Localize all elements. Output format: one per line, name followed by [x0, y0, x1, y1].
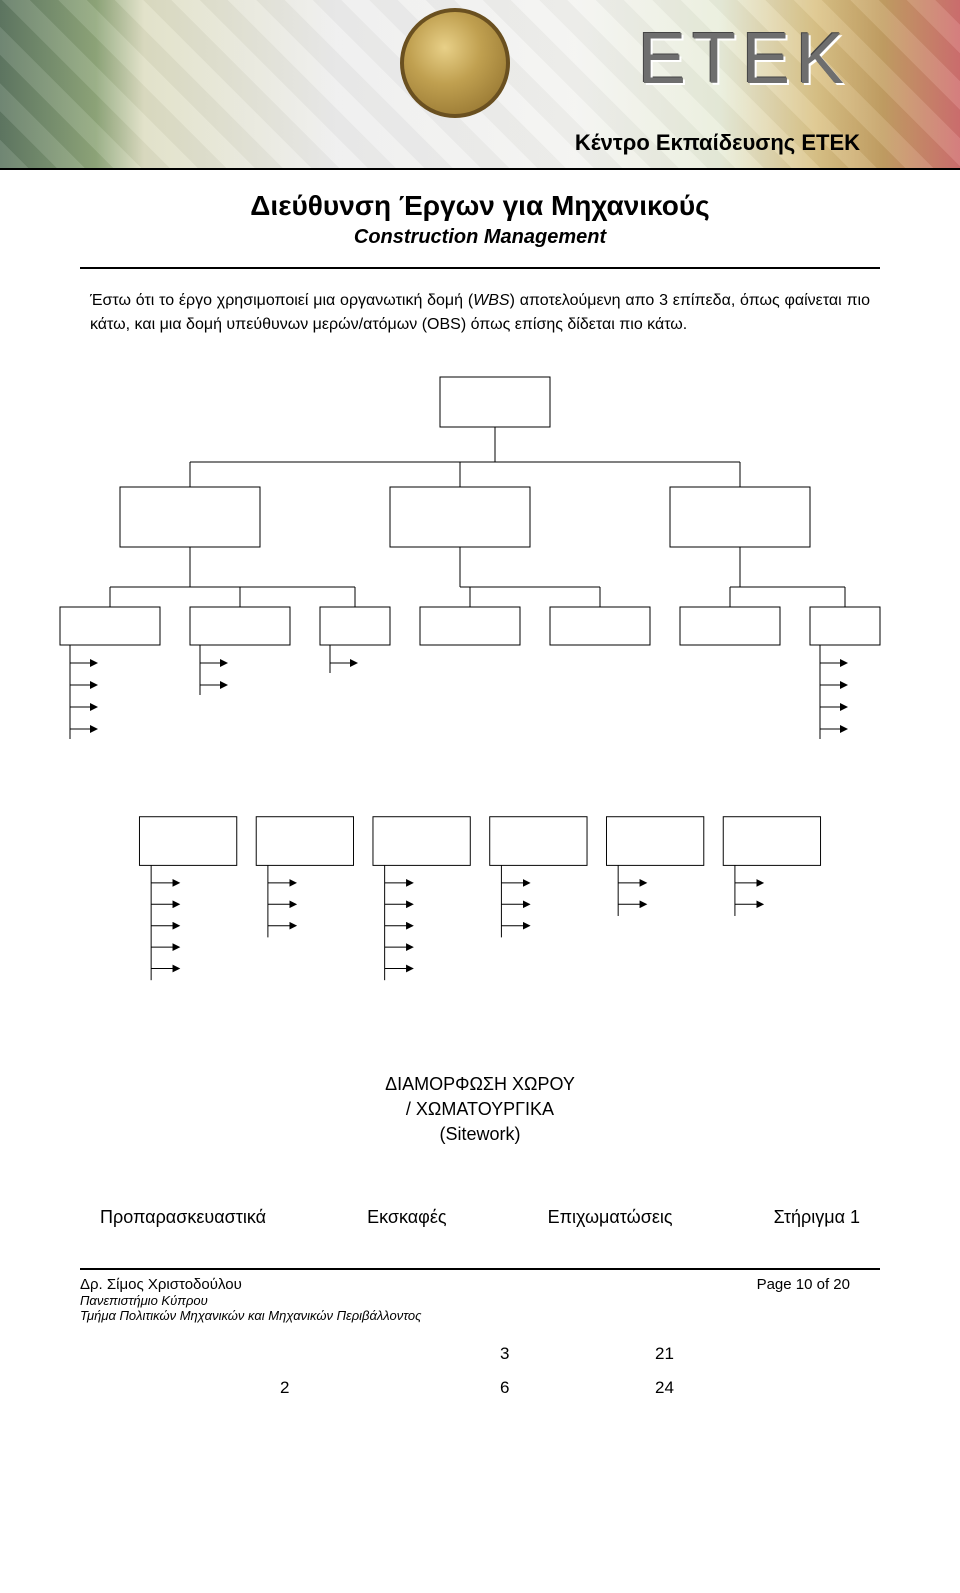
section-label-l3: (Sitework): [0, 1122, 960, 1147]
body-paragraph: Έστω ότι το έργο χρησιμοποιεί μια οργανω…: [90, 289, 870, 337]
footer-uni: Πανεπιστήμιο Κύπρου: [80, 1293, 421, 1308]
category-1: Προπαρασκευαστικά: [100, 1207, 266, 1228]
num-3: 3: [500, 1344, 509, 1364]
section-label-l2: / ΧΩΜΑΤΟΥΡΓΙΚΑ: [0, 1097, 960, 1122]
page-title: Διεύθυνση Έργων για Μηχανικούς: [0, 190, 960, 222]
wbs-diagram: [40, 367, 920, 767]
banner-subtitle: Κέντρο Εκπαίδευσης ΕΤΕΚ: [575, 130, 860, 156]
category-4: Στήριγμα 1: [774, 1207, 860, 1228]
num-24: 24: [655, 1378, 674, 1398]
num-21: 21: [655, 1344, 674, 1364]
footer-dept: Τμήμα Πολιτικών Μηχανικών και Μηχανικών …: [80, 1308, 421, 1323]
num-2: 2: [280, 1378, 289, 1398]
footer-left: Δρ. Σίμος Χριστοδούλου Πανεπιστήμιο Κύπρ…: [80, 1276, 421, 1323]
section-label: ΔΙΑΜΟΡΦΩΣΗ ΧΩΡΟΥ / ΧΩΜΑΤΟΥΡΓΙΚΑ (Sitewor…: [0, 1072, 960, 1148]
logo-text: ETEK: [638, 18, 850, 100]
category-3: Επιχωματώσεις: [548, 1207, 673, 1228]
category-row: Προπαρασκευαστικά Εκσκαφές Επιχωματώσεις…: [100, 1207, 860, 1228]
footer-page: Page 10 of 20: [757, 1276, 850, 1293]
page-subtitle: Construction Management: [0, 226, 960, 249]
num-6: 6: [500, 1378, 509, 1398]
footer-author: Δρ. Σίμος Χριστοδούλου: [80, 1276, 421, 1293]
obs-diagram: [120, 807, 840, 1002]
title-rule: [80, 267, 880, 269]
section-label-l1: ΔΙΑΜΟΡΦΩΣΗ ΧΩΡΟΥ: [0, 1072, 960, 1097]
category-2: Εκσκαφές: [367, 1207, 446, 1228]
title-block: Διεύθυνση Έργων για Μηχανικούς Construct…: [0, 190, 960, 249]
header-banner: ETEK Κέντρο Εκπαίδευσης ΕΤΕΚ: [0, 0, 960, 170]
para-prefix: Έστω ότι το έργο χρησιμοποιεί μια οργανω…: [90, 292, 473, 309]
medal-icon: [400, 8, 510, 118]
wbs-italic: WBS: [473, 292, 509, 309]
page-footer: Δρ. Σίμος Χριστοδούλου Πανεπιστήμιο Κύπρ…: [80, 1268, 880, 1378]
